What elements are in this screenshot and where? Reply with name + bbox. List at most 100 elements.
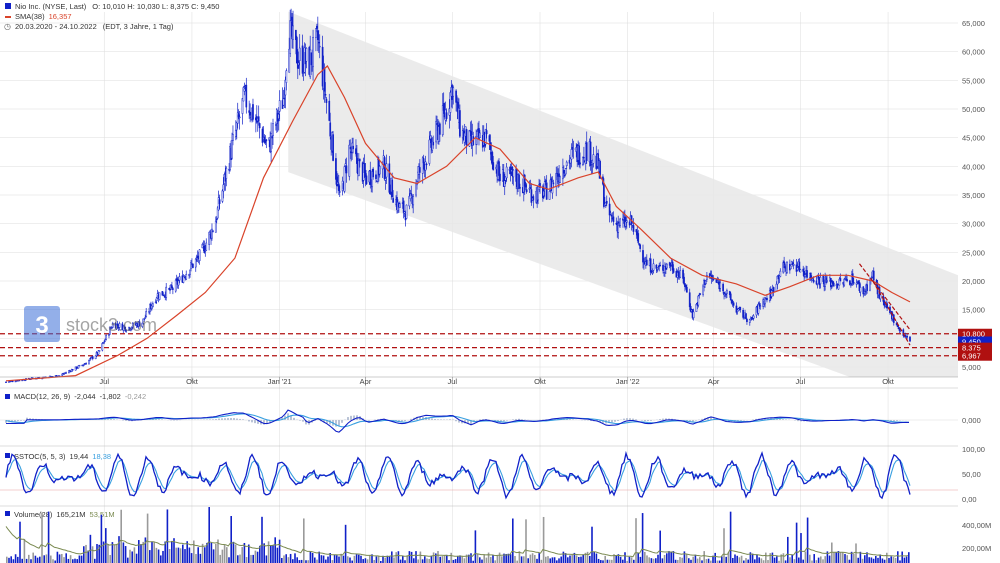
- volume-bar: [283, 555, 285, 563]
- volume-bar: [476, 554, 479, 563]
- volume-bar: [457, 555, 459, 563]
- legend-sma-value: 16,357: [49, 12, 72, 21]
- macd-histogram-bar: [206, 419, 208, 420]
- volume-bar: [556, 560, 558, 563]
- macd-histogram-bar: [437, 419, 439, 420]
- volume-bar: [223, 545, 226, 563]
- macd-tick-zero: 0,000: [962, 416, 981, 425]
- volume-bar: [505, 553, 507, 563]
- volume-bar: [833, 552, 835, 563]
- volume-bar: [21, 558, 23, 563]
- macd-signal-line: [5, 413, 910, 428]
- candle-body: [94, 355, 97, 360]
- candle-body: [708, 273, 711, 277]
- volume-bar: [866, 552, 868, 563]
- candle-body: [679, 270, 682, 278]
- candle-body: [364, 169, 367, 177]
- macd-histogram-bar: [665, 418, 667, 420]
- candle-body: [697, 295, 700, 306]
- candle-body: [328, 100, 331, 121]
- volume-bar: [274, 537, 276, 563]
- x-tick-label: Okt: [186, 377, 199, 386]
- candle-body: [270, 133, 272, 153]
- trend-channel-fill: [288, 11, 958, 378]
- candle-body: [277, 114, 280, 119]
- macd-histogram-bar: [323, 420, 325, 423]
- candle-body: [104, 339, 107, 342]
- svg-text:SMA(38)16,357: SMA(38) 16,357: [15, 12, 72, 21]
- volume-bar: [754, 559, 756, 563]
- volume-bar: [94, 558, 96, 563]
- volume-bar: [701, 560, 703, 563]
- legend-sma-label: SMA(38): [15, 12, 45, 21]
- volume-bar: [417, 559, 419, 563]
- macd-histogram-bar: [209, 419, 211, 420]
- watermark-mark: 3: [35, 312, 48, 339]
- candle-body: [155, 297, 158, 302]
- volume-bar: [483, 554, 485, 563]
- svg-text:MACD(12, 26, 9)-2,044-1,802-0,: MACD(12, 26, 9) -2,044 -1,802 -0,242: [14, 392, 146, 401]
- sstoc-v2: 18,38: [92, 452, 111, 461]
- candle-body: [638, 243, 641, 246]
- candle-body: [151, 305, 153, 309]
- price-box: [958, 328, 992, 339]
- volume-bar: [300, 559, 303, 563]
- volume-bar: [12, 559, 15, 563]
- candle-body: [317, 41, 320, 44]
- candle-body: [285, 70, 288, 83]
- candle-body: [243, 88, 246, 92]
- macd-histogram-bar: [224, 418, 226, 420]
- volume-bar: [182, 544, 184, 563]
- candle-body: [131, 327, 133, 329]
- macd-histogram-bar: [236, 418, 238, 420]
- volume-bar: [529, 554, 532, 563]
- volume-bar: [50, 555, 52, 563]
- candle-body: [335, 158, 337, 180]
- candle-body: [141, 322, 144, 327]
- sstoc-v1: 19,44: [70, 452, 89, 461]
- volume-bar: [89, 534, 92, 563]
- volume-bar: [791, 554, 793, 563]
- volume-bar: [109, 554, 111, 563]
- volume-bar: [278, 539, 281, 563]
- volume-bar: [659, 530, 661, 563]
- candle-body: [152, 303, 154, 307]
- volume-bar: [67, 558, 70, 563]
- macd-histogram-bar: [668, 418, 670, 420]
- candle-body: [503, 180, 506, 187]
- volume-bar: [327, 556, 329, 563]
- volume-bar: [386, 555, 389, 563]
- volume-bar: [679, 557, 681, 563]
- candle-body: [625, 220, 628, 223]
- volume-bar: [360, 555, 362, 563]
- volume-bar: [63, 557, 65, 563]
- candle-body: [185, 274, 188, 280]
- macd-histogram-bar: [269, 420, 271, 423]
- macd-histogram-bar: [221, 418, 223, 420]
- candle-body: [324, 94, 327, 96]
- volume-bar: [336, 555, 338, 563]
- volume-bar: [338, 556, 340, 563]
- candle-body: [495, 166, 497, 170]
- volume-bar: [487, 552, 490, 563]
- svg-text:Nio Inc. (NYSE, Last)O: 10,010: Nio Inc. (NYSE, Last) O: 10,010 H: 10,030…: [15, 2, 219, 11]
- candle-body: [884, 304, 887, 307]
- x-tick-label: Jul: [796, 377, 806, 386]
- volume-bar: [558, 558, 560, 563]
- candle-body: [866, 284, 868, 291]
- volume-bar: [184, 549, 186, 563]
- volume-bar: [855, 543, 857, 563]
- macd-histogram-bar: [647, 420, 649, 422]
- candle-body: [231, 140, 233, 159]
- volume-bar: [74, 558, 76, 563]
- candle-body: [349, 146, 352, 150]
- macd-histogram-bar: [368, 420, 370, 421]
- candle-body: [746, 319, 748, 323]
- macd-histogram-bar: [338, 420, 340, 426]
- candle-body: [564, 168, 567, 175]
- volume-bar: [261, 516, 263, 563]
- volume-bar: [901, 551, 903, 563]
- candle-body: [645, 259, 648, 266]
- volume-bar: [404, 560, 406, 563]
